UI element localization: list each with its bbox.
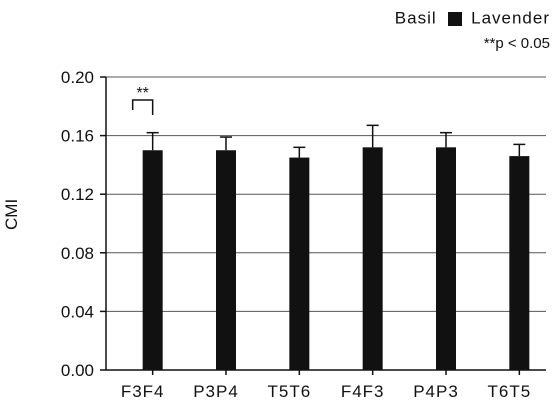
legend-label-basil: Basil <box>394 8 437 28</box>
x-tick-label: F4F3 <box>341 382 385 401</box>
bar <box>436 147 456 370</box>
y-tick-label: 0.08 <box>61 244 94 263</box>
x-tick-label: F3F4 <box>121 382 165 401</box>
significance-note: **p < 0.05 <box>483 35 550 52</box>
x-tick-label: P3P4 <box>193 382 239 401</box>
y-axis-label: CMI <box>2 198 21 230</box>
legend-label-lavender: Lavender <box>471 8 550 28</box>
x-tick-label: P4P3 <box>413 382 459 401</box>
bar <box>142 150 163 370</box>
bar <box>289 157 310 370</box>
x-tick-label: T6T5 <box>487 382 531 401</box>
y-tick-label: 0.20 <box>61 68 94 87</box>
y-tick-label: 0.16 <box>61 127 94 146</box>
y-tick-label: 0.12 <box>61 185 94 204</box>
legend-swatch-lavender <box>448 11 463 26</box>
bar <box>509 156 530 370</box>
bar <box>216 150 236 370</box>
x-tick-label: T5T6 <box>267 382 311 401</box>
y-tick-label: 0.04 <box>61 302 94 321</box>
significance-bracket <box>131 99 154 115</box>
bar <box>362 147 383 370</box>
y-tick-label: 0.00 <box>61 361 94 380</box>
legend: Basil Lavender <box>395 8 550 29</box>
significance-marker: ** <box>136 85 148 102</box>
